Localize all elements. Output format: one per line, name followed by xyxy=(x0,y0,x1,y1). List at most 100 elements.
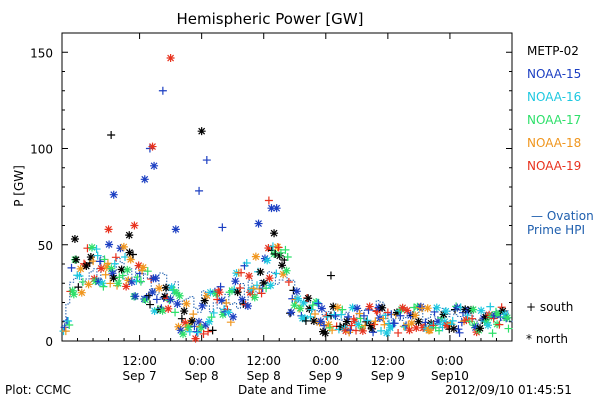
data-point xyxy=(266,281,275,290)
data-point xyxy=(164,304,173,313)
data-point xyxy=(111,253,120,262)
data-point xyxy=(84,280,93,289)
data-point xyxy=(390,319,399,328)
data-point xyxy=(119,242,128,251)
data-point xyxy=(354,320,363,329)
data-point xyxy=(235,284,244,293)
data-point xyxy=(265,274,274,283)
data-point xyxy=(463,311,472,320)
data-point xyxy=(367,324,376,333)
data-point-highlight xyxy=(104,225,113,234)
data-point xyxy=(317,304,326,313)
data-point xyxy=(95,257,104,266)
data-point-highlight xyxy=(264,196,273,205)
data-point xyxy=(274,243,283,252)
x-tick-date: Sep 9 xyxy=(371,369,405,383)
data-point xyxy=(242,258,251,267)
data-point xyxy=(378,303,387,312)
legend-noaa16: NOAA-16 xyxy=(527,90,582,104)
data-point xyxy=(366,321,375,330)
data-point-highlight xyxy=(267,204,276,213)
data-point xyxy=(102,263,111,272)
data-point xyxy=(72,255,81,264)
data-point xyxy=(93,251,102,260)
data-point xyxy=(256,267,265,276)
x-tick-label: 0:00 xyxy=(436,354,463,368)
data-point xyxy=(411,311,420,320)
data-point xyxy=(403,306,412,315)
data-point xyxy=(275,251,284,260)
data-point xyxy=(136,277,145,286)
legend-noaa15: NOAA-15 xyxy=(527,67,582,81)
data-point xyxy=(193,328,202,337)
data-point xyxy=(498,307,507,316)
data-point xyxy=(313,298,322,307)
data-point xyxy=(243,302,252,311)
data-point xyxy=(455,328,464,337)
data-point-highlight xyxy=(166,54,175,63)
legend-prime-hpi: Prime HPI xyxy=(527,223,585,237)
legend-noaa19: NOAA-19 xyxy=(527,159,582,173)
x-axis-label: Date and Time xyxy=(238,383,327,397)
data-point xyxy=(118,271,127,280)
data-point xyxy=(386,323,395,332)
data-point xyxy=(432,303,441,312)
data-point xyxy=(309,317,318,326)
data-point xyxy=(481,313,490,322)
data-point xyxy=(488,329,497,338)
data-point xyxy=(192,327,201,336)
data-point xyxy=(362,317,371,326)
data-point xyxy=(396,311,405,320)
data-point-highlight xyxy=(272,204,281,213)
data-point xyxy=(182,299,191,308)
data-point xyxy=(128,250,137,259)
data-point xyxy=(306,312,315,321)
data-point xyxy=(477,306,486,315)
data-point xyxy=(392,308,401,317)
data-point-highlight xyxy=(140,175,149,184)
data-point xyxy=(123,265,132,274)
data-point xyxy=(85,258,94,267)
data-point xyxy=(468,314,477,323)
timestamp: 2012/09/10 01:45:51 xyxy=(445,383,572,397)
data-point xyxy=(92,245,101,254)
data-point xyxy=(321,329,330,338)
data-point xyxy=(443,321,452,330)
data-point xyxy=(290,301,299,310)
data-point xyxy=(199,329,208,338)
data-point xyxy=(479,314,488,323)
plot-frame xyxy=(61,32,513,342)
data-point-highlight xyxy=(70,234,79,243)
data-point xyxy=(125,248,134,257)
data-point xyxy=(301,316,310,325)
data-point xyxy=(307,305,316,314)
data-point xyxy=(107,264,116,273)
data-point xyxy=(131,292,140,301)
data-point xyxy=(60,323,69,332)
data-point xyxy=(494,310,503,319)
data-point xyxy=(281,245,290,254)
data-point xyxy=(90,274,99,283)
data-point xyxy=(300,314,309,323)
data-point xyxy=(61,327,70,336)
data-point xyxy=(487,312,496,321)
data-point-highlight xyxy=(158,86,167,95)
data-point xyxy=(132,276,141,285)
data-point xyxy=(86,253,95,262)
data-point xyxy=(114,279,123,288)
data-point-highlight xyxy=(218,223,227,232)
data-point xyxy=(76,264,85,273)
x-tick-label: 0:00 xyxy=(312,354,339,368)
data-point xyxy=(167,283,176,292)
y-tick-label: 150 xyxy=(30,46,53,60)
data-point-highlight xyxy=(130,221,139,230)
data-point xyxy=(305,304,314,313)
data-point xyxy=(65,321,74,330)
data-point xyxy=(237,268,246,277)
data-point xyxy=(188,317,197,326)
data-point xyxy=(233,288,242,297)
data-point xyxy=(151,274,160,283)
data-point xyxy=(209,308,218,317)
data-point xyxy=(67,263,76,272)
data-point xyxy=(421,318,430,327)
